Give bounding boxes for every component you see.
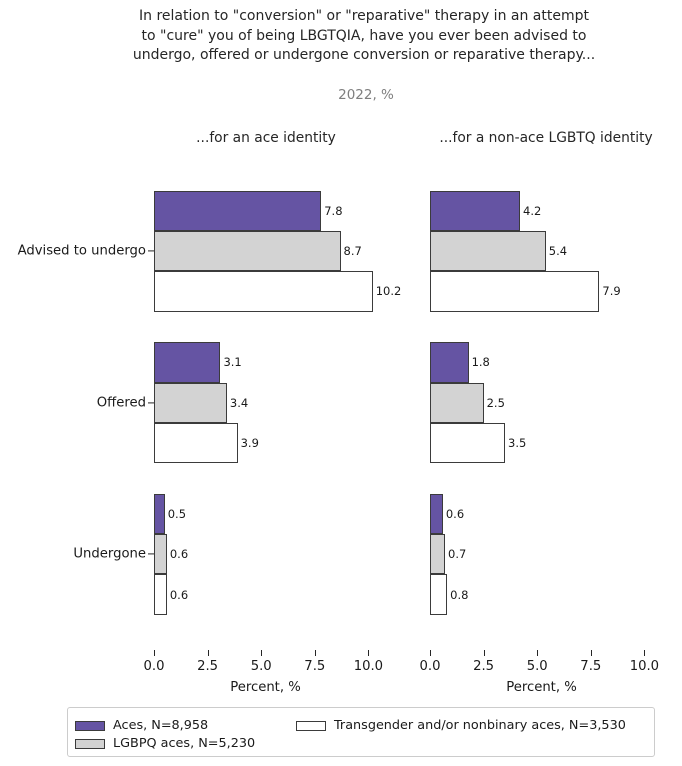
x-tick: [537, 650, 539, 656]
legend-swatch-lgbpq-aces: [75, 738, 105, 749]
legend-label-lgbpq-aces: LGBPQ aces, N=5,230: [113, 736, 256, 751]
bar: [154, 190, 322, 231]
x-tick: [483, 650, 485, 656]
x-axis-label: Percent, %: [230, 680, 301, 695]
bar-value-label: 7.8: [324, 203, 343, 218]
legend-item-trans-nonbinary-aces: Transgender and/or nonbinary aces, N=3,5…: [296, 718, 626, 733]
bar-value-label: 7.9: [602, 284, 621, 299]
bar: [430, 190, 521, 231]
legend-label-trans-nonbinary-aces: Transgender and/or nonbinary aces, N=3,5…: [334, 718, 626, 733]
bar-value-label: 0.7: [448, 547, 467, 562]
bar: [154, 493, 165, 535]
panel-non-ace-identity: 4.2 5.4 7.9 1.8 2.5 3.5 0.6 0.7 0.8 0.0 2.5 5.0 7.5 1…: [420, 0, 682, 766]
x-tick-label: 5.0: [250, 659, 272, 674]
bar: [430, 574, 448, 615]
x-tick-label: 0.0: [419, 659, 441, 674]
bar-value-label: 3.4: [229, 395, 249, 410]
bar: [154, 534, 167, 575]
legend-swatch-aces: [75, 720, 105, 731]
x-tick: [261, 650, 263, 656]
x-tick-label: 5.0: [526, 659, 548, 674]
x-tick-label: 7.5: [580, 659, 602, 674]
bar: [430, 271, 600, 312]
panel-ace-identity: 7.8 8.7 10.2 3.1 3.4 3.9 0.5 0.6 0.6 0.0 2.5 5.0 7.5…: [144, 0, 406, 766]
y-tick: [148, 250, 154, 252]
bar-value-label: 2.5: [486, 395, 505, 410]
bar-value-label: 0.6: [169, 587, 189, 602]
bar: [154, 342, 221, 383]
panel-title-ace-identity: ...for an ace identity: [196, 130, 336, 146]
bar-value-label: 10.2: [375, 284, 402, 299]
y-tick: [148, 402, 154, 404]
bar-value-label: 0.5: [167, 506, 187, 521]
bar: [430, 342, 469, 383]
x-tick-label: 2.5: [473, 659, 495, 674]
x-tick: [430, 650, 431, 656]
category-label: Advised to undergo: [17, 243, 146, 259]
bar: [154, 271, 373, 312]
bar-value-label: 8.7: [343, 244, 362, 259]
x-tick: [314, 650, 316, 656]
bar-value-label: 5.4: [548, 244, 568, 259]
legend-label-aces: Aces, N=8,958: [113, 718, 209, 733]
y-tick: [148, 553, 154, 555]
bar-value-label: 4.2: [523, 203, 542, 218]
legend-item-lgbpq-aces: LGBPQ aces, N=5,230: [75, 736, 255, 751]
category-label: Undergone: [73, 546, 146, 562]
x-tick: [590, 650, 592, 656]
legend: Aces, N=8,958 LGBPQ aces, N=5,230 Transg…: [67, 707, 655, 757]
bar: [154, 382, 227, 423]
bar: [154, 574, 167, 615]
x-tick: [368, 650, 370, 656]
x-tick-label: 7.5: [304, 659, 326, 674]
x-tick: [154, 650, 155, 656]
legend-item-aces: Aces, N=8,958: [75, 718, 208, 733]
chart-subtitle: 2022, %: [338, 87, 394, 103]
bar-value-label: 3.1: [223, 355, 242, 370]
x-tick-label: 10.0: [353, 659, 384, 674]
bar: [154, 231, 341, 272]
x-tick: [207, 650, 209, 656]
x-tick-label: 2.5: [197, 659, 219, 674]
bar: [430, 382, 484, 423]
bar: [430, 231, 546, 272]
bar-value-label: 0.6: [445, 506, 465, 521]
bar: [154, 422, 238, 464]
bar: [430, 534, 445, 575]
bar-value-label: 3.9: [240, 436, 259, 451]
x-tick-label: 0.0: [143, 659, 165, 674]
legend-swatch-trans-nonbinary-aces: [296, 720, 326, 731]
chart-title: In relation to "conversion" or "reparati…: [132, 8, 596, 63]
x-tick-label: 10.0: [629, 659, 660, 674]
panel-title-non-ace-identity: ...for a non-ace LGBTQ identity: [439, 130, 653, 146]
category-label: Offered: [96, 395, 146, 411]
bar: [430, 422, 506, 464]
x-axis-label: Percent, %: [506, 680, 577, 695]
bar-value-label: 3.5: [508, 436, 527, 451]
bar-value-label: 0.8: [450, 587, 469, 602]
x-tick: [644, 650, 646, 656]
bar: [430, 493, 443, 535]
bar-value-label: 1.8: [471, 355, 490, 370]
bar-value-label: 0.6: [169, 547, 189, 562]
